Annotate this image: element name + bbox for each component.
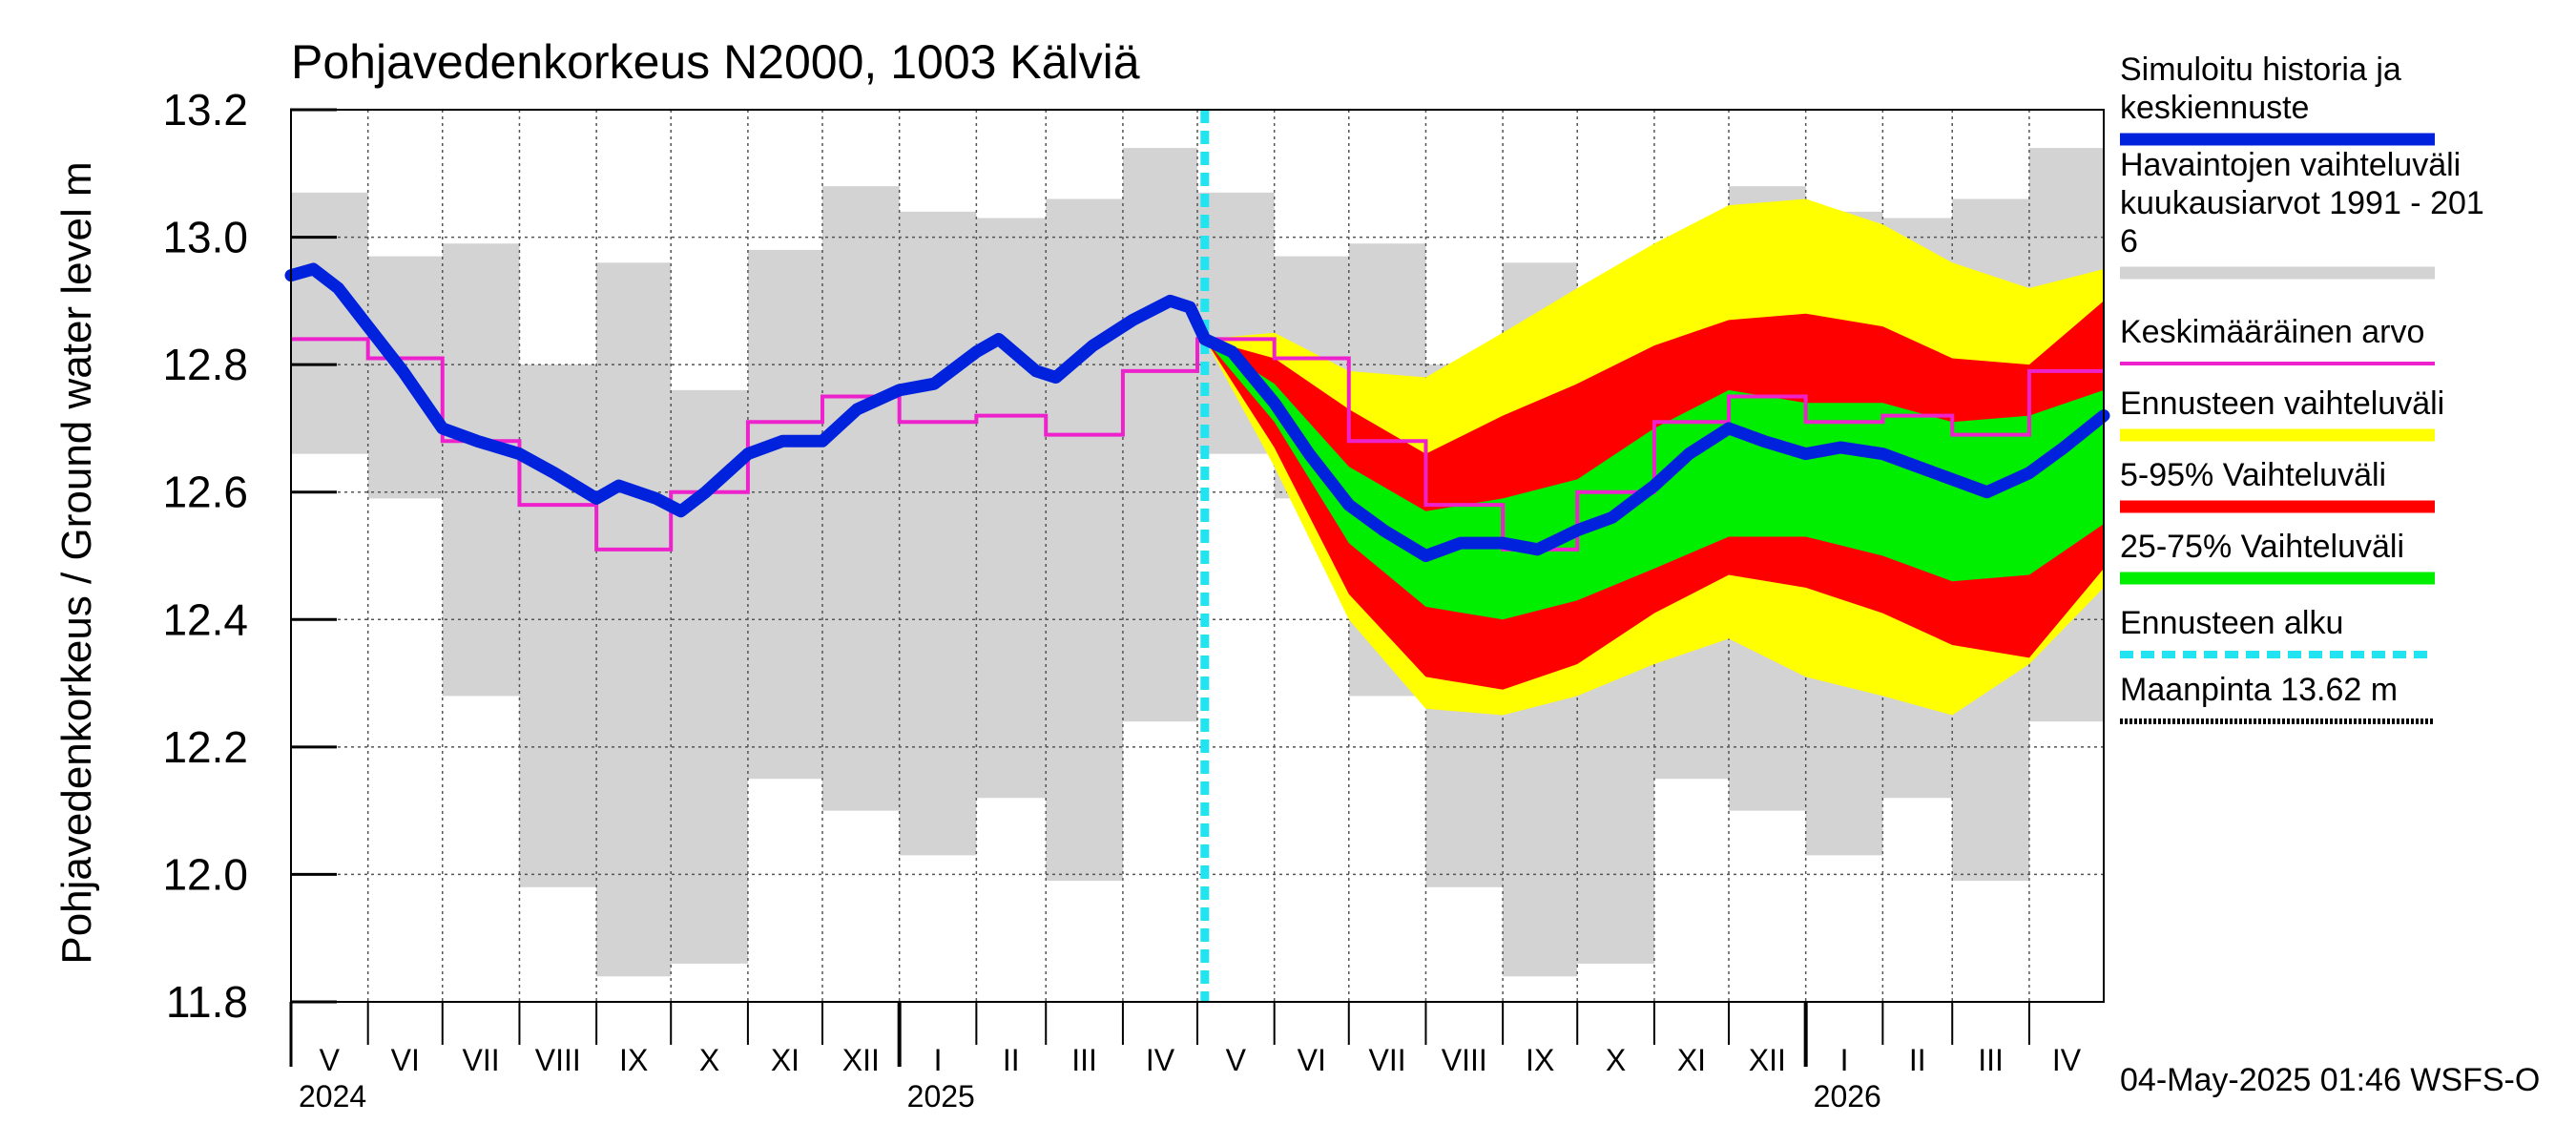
month-label: XII bbox=[842, 1043, 880, 1077]
y-tick-label: 12.2 bbox=[162, 722, 248, 772]
month-label: IV bbox=[2052, 1043, 2082, 1077]
legend-label: Ennusteen alku bbox=[2120, 605, 2343, 641]
y-tick-label: 11.8 bbox=[166, 977, 248, 1027]
footer-timestamp: 04-May-2025 01:46 WSFS-O bbox=[2120, 1062, 2540, 1098]
forecast-median-line bbox=[1198, 332, 2110, 562]
observed-range-bar bbox=[976, 218, 1047, 799]
month-label: IV bbox=[1146, 1043, 1175, 1077]
y-tick-label: 12.4 bbox=[162, 594, 248, 644]
y-axis-label: Pohjavedenkorkeus / Ground water level m bbox=[53, 161, 100, 964]
month-label: VIII bbox=[1442, 1043, 1487, 1077]
legend-item: 5-95% Vaihteluväli bbox=[2120, 457, 2435, 513]
legend-item: Keskimääräinen arvo bbox=[2120, 314, 2435, 365]
observed-range-bar bbox=[899, 211, 977, 856]
observed-range-bar bbox=[671, 389, 748, 964]
legend-label: Ennusteen vaihteluväli bbox=[2120, 385, 2444, 422]
month-label: I bbox=[934, 1043, 943, 1077]
month-label: VII bbox=[1369, 1043, 1406, 1077]
month-label: XI bbox=[771, 1043, 800, 1077]
legend-label: 5-95% Vaihteluväli bbox=[2120, 457, 2386, 493]
y-tick-label: 13.0 bbox=[162, 213, 248, 262]
month-label: X bbox=[1606, 1043, 1626, 1077]
month-label: II bbox=[1003, 1043, 1020, 1077]
legend-label: kuukausiarvot 1991 - 201 bbox=[2120, 185, 2484, 221]
month-label: IX bbox=[1526, 1043, 1554, 1077]
legend-item: Havaintojen vaihteluväli kuukausiarvot 1… bbox=[2120, 147, 2484, 280]
series-lines-layer bbox=[284, 110, 2110, 1002]
legend-label: Havaintojen vaihteluväli bbox=[2120, 147, 2461, 183]
legend-label: keskiennuste bbox=[2120, 90, 2309, 126]
observed-range-bar bbox=[1122, 148, 1197, 722]
y-tick-label: 12.8 bbox=[162, 340, 248, 389]
month-label: IX bbox=[619, 1043, 648, 1077]
simulated-history-line bbox=[284, 262, 1212, 518]
year-label: 2026 bbox=[1814, 1079, 1881, 1114]
month-label: I bbox=[1840, 1043, 1849, 1077]
month-label: XII bbox=[1749, 1043, 1786, 1077]
legend-label: 6 bbox=[2120, 223, 2138, 260]
y-tick-label: 12.0 bbox=[162, 849, 248, 899]
month-label: VI bbox=[391, 1043, 420, 1077]
month-label: III bbox=[1071, 1043, 1097, 1077]
observed-range-bar bbox=[747, 249, 822, 780]
legend: Simuloitu historia jakeskiennusteHavaint… bbox=[2120, 52, 2484, 724]
month-label: VII bbox=[463, 1043, 500, 1077]
legend-item: Maanpinta 13.62 m bbox=[2120, 672, 2435, 724]
legend-item: 25-75% Vaihteluväli bbox=[2120, 529, 2435, 585]
year-label: 2024 bbox=[299, 1079, 366, 1114]
y-tick-label: 13.2 bbox=[162, 85, 248, 135]
observed-range-bar bbox=[821, 186, 900, 811]
month-label: II bbox=[1909, 1043, 1926, 1077]
monthly-mean-line bbox=[291, 337, 2104, 552]
observed-range-bar bbox=[519, 364, 597, 887]
legend-item: Ennusteen vaihteluväli bbox=[2120, 385, 2444, 442]
month-label: VIII bbox=[535, 1043, 581, 1077]
y-tick-label: 12.6 bbox=[162, 468, 248, 517]
month-label: V bbox=[1226, 1043, 1247, 1077]
month-label: X bbox=[699, 1043, 719, 1077]
month-label: III bbox=[1978, 1043, 2004, 1077]
observed-range-bar bbox=[291, 192, 368, 454]
month-label: V bbox=[320, 1043, 341, 1077]
legend-item: Ennusteen alku bbox=[2120, 605, 2435, 658]
year-label: 2025 bbox=[907, 1079, 975, 1114]
legend-label: Maanpinta 13.62 m bbox=[2120, 672, 2398, 708]
legend-label: Simuloitu historia ja bbox=[2120, 52, 2401, 88]
legend-label: Keskimääräinen arvo bbox=[2120, 314, 2424, 350]
observed-range-bar bbox=[442, 243, 520, 697]
axes-layer: 13.213.012.812.612.412.212.011.8V VI VII VI… bbox=[162, 85, 2105, 1114]
legend-label: 25-75% Vaihteluväli bbox=[2120, 529, 2404, 565]
month-label: VI bbox=[1298, 1043, 1326, 1077]
chart-title: Pohjavedenkorkeus N2000, 1003 Kälviä bbox=[291, 35, 1140, 89]
month-label: XI bbox=[1677, 1043, 1706, 1077]
observed-range-bar bbox=[1046, 198, 1123, 882]
